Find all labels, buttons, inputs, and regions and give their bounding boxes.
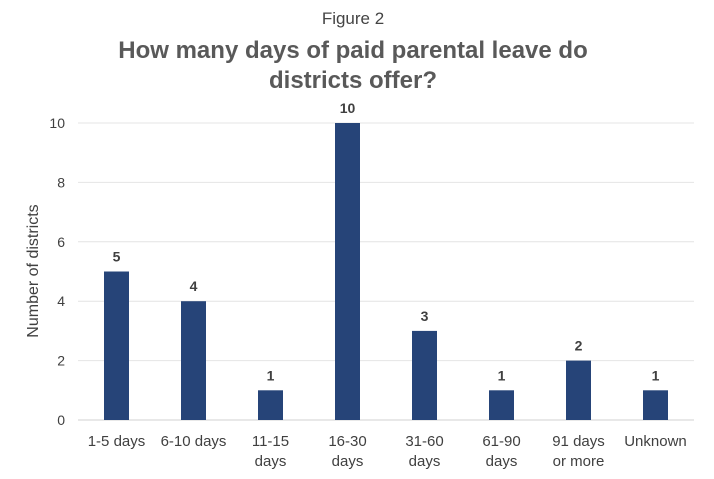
bar (412, 330, 437, 420)
x-tick-label: Unknown (624, 433, 687, 450)
y-tick-label: 2 (57, 353, 65, 369)
bar (258, 390, 283, 420)
gridlines (78, 122, 694, 421)
x-tick-label: 11-15 days (252, 433, 289, 470)
chart-title-line-2: districts offer? (269, 67, 437, 94)
x-tick-label: 1-5 days (88, 433, 146, 450)
y-axis-label: Number of districts (25, 204, 42, 337)
y-tick-label: 6 (57, 234, 65, 250)
figure-label: Figure 2 (322, 9, 384, 28)
bars (104, 123, 668, 420)
chart-title-line-1: How many days of paid parental leave do (118, 37, 587, 64)
y-tick-label: 10 (49, 115, 65, 131)
x-tick-label: 91 days or more (552, 433, 605, 470)
data-label: 1 (267, 367, 275, 383)
data-label: 10 (340, 100, 356, 116)
y-tick-label: 8 (57, 174, 65, 190)
y-tick-label: 0 (57, 412, 65, 428)
bar (643, 390, 668, 420)
bar (335, 123, 360, 420)
data-label: 4 (190, 278, 198, 294)
x-tick-label: 6-10 days (161, 433, 227, 450)
data-label: 1 (498, 367, 506, 383)
bar (104, 271, 129, 420)
x-tick-label: 31-60 days (405, 433, 443, 470)
data-label: 2 (575, 338, 583, 354)
data-label: 1 (652, 367, 660, 383)
data-label: 3 (421, 308, 429, 324)
x-tick-label: 16-30 days (328, 433, 366, 470)
bar (566, 360, 591, 420)
x-tick-label: 61-90 days (482, 433, 520, 470)
bar (181, 301, 206, 420)
data-label: 5 (113, 249, 121, 265)
y-tick-label: 4 (57, 293, 65, 309)
bar (489, 390, 514, 420)
